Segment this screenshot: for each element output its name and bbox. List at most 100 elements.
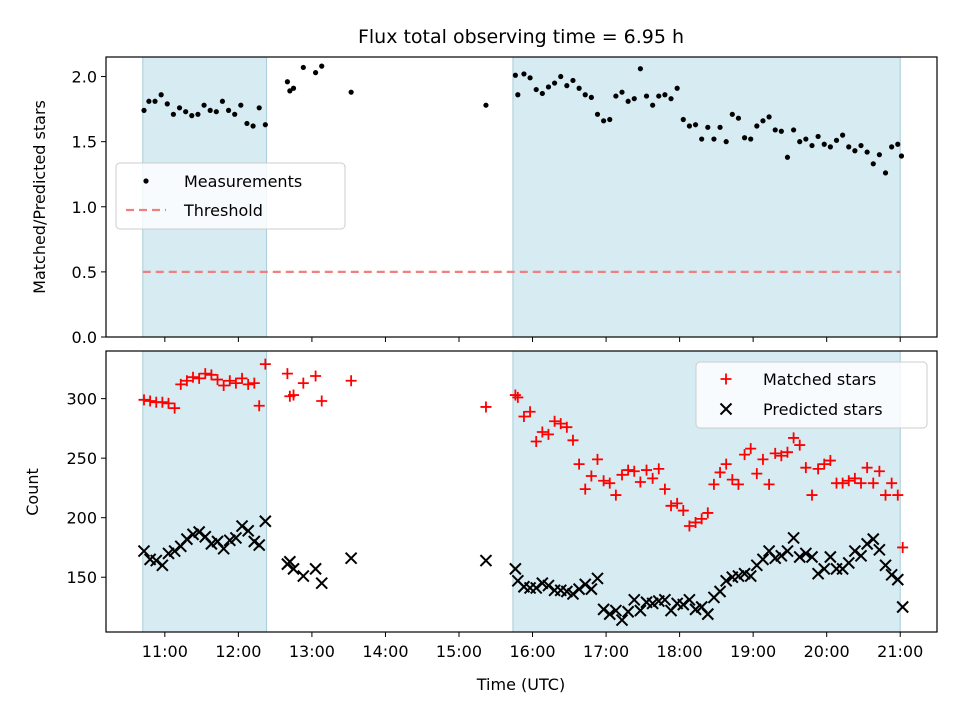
measurement-point <box>692 122 699 128</box>
matched-star-point <box>824 455 836 467</box>
measurement-point <box>588 94 594 100</box>
predicted-star-point <box>479 554 493 567</box>
predicted-star-point <box>713 585 727 598</box>
matched-star-point <box>585 470 597 482</box>
measurement-point <box>576 85 582 91</box>
matched-star-point <box>647 472 659 484</box>
predicted-star-point <box>867 532 880 546</box>
matched-star-point <box>212 374 224 386</box>
measurement-point <box>778 128 784 134</box>
measurement-point <box>213 109 219 115</box>
legend-measurements-marker <box>143 178 149 184</box>
measurement-point <box>821 141 827 147</box>
predicted-star-point <box>842 556 855 570</box>
matched-star-point <box>837 477 849 489</box>
measurement-point <box>176 105 183 111</box>
matched-star-point <box>598 475 610 487</box>
matched-star-point <box>524 406 536 418</box>
matched-star-point <box>316 395 328 407</box>
predicted-star-point <box>896 600 909 614</box>
matched-star-point <box>610 489 622 501</box>
measurement-point <box>766 114 772 120</box>
predicted-star-point <box>287 562 300 576</box>
measurement-point <box>262 122 268 128</box>
matched-star-point <box>310 370 322 382</box>
measurement-point <box>748 136 754 142</box>
matched-star-point <box>181 375 193 387</box>
matched-star-point <box>690 516 702 528</box>
matched-star-point <box>659 483 671 495</box>
matched-star-point <box>163 397 175 409</box>
matched-star-point <box>855 477 867 489</box>
measurement-point <box>201 102 207 108</box>
matched-star-point <box>604 477 616 489</box>
bottom-y-tick-label: 150 <box>66 568 97 587</box>
matched-star-point <box>886 477 898 489</box>
measurement-point <box>876 152 882 158</box>
predicted-star-point <box>805 550 819 564</box>
matched-star-point <box>144 395 156 407</box>
bottom-y-ticks: 150 200 250 300 <box>66 390 106 587</box>
measurement-point <box>483 102 489 108</box>
measurement-point <box>348 89 354 95</box>
predicted-star-point <box>315 576 328 590</box>
top-y-ticks: 0.0 0.5 1.0 1.5 2.0 <box>72 68 106 347</box>
measurement-point <box>207 107 213 113</box>
measurement-point <box>319 63 325 69</box>
measurement-point <box>815 133 821 140</box>
measurement-point <box>533 86 539 93</box>
matched-star-point <box>671 497 683 509</box>
matched-star-point <box>732 478 744 490</box>
matched-star-point <box>242 378 254 390</box>
predicted-star-point <box>591 572 604 585</box>
x-tick-label: 11:00 <box>142 642 188 661</box>
matched-star-point <box>622 464 634 476</box>
measurement-point <box>852 148 858 154</box>
matched-star-point <box>530 435 542 447</box>
predicted-star-point <box>283 555 297 568</box>
matched-star-point <box>573 458 585 470</box>
matched-star-point <box>236 372 248 384</box>
predicted-star-point <box>241 524 255 537</box>
predicted-star-point <box>799 547 813 560</box>
measurement-point <box>545 84 552 90</box>
top-axes-frame <box>105 56 938 338</box>
bottom-y-tick-label: 250 <box>66 449 97 468</box>
x-tick-label: 16:00 <box>509 642 555 661</box>
matched-star-point <box>175 378 187 390</box>
measurement-point <box>582 92 588 98</box>
predicted-star-point <box>309 562 322 576</box>
x-tick-label: 17:00 <box>583 642 629 661</box>
predicted-star-point <box>634 604 647 617</box>
matched-star-point <box>138 394 150 406</box>
measurement-point <box>674 85 680 91</box>
matched-star-point <box>708 478 720 490</box>
matched-star-point <box>665 500 677 512</box>
measurement-point <box>668 96 674 102</box>
matched-star-point <box>696 513 708 525</box>
predicted-star-point <box>137 544 151 558</box>
measurement-point <box>889 144 895 150</box>
measurement-point <box>287 88 293 94</box>
measurement-point <box>864 149 870 155</box>
measurement-point <box>656 93 662 99</box>
measurement-point <box>662 92 668 98</box>
matched-star-point <box>253 400 265 412</box>
predicted-star-point <box>824 550 837 564</box>
x-tick-label: 12:00 <box>215 642 261 661</box>
measurement-point <box>686 123 693 129</box>
x-tick-label: 18:00 <box>657 642 703 661</box>
matched-star-point <box>781 446 793 458</box>
x-tick-label: 13:00 <box>289 642 335 661</box>
bottom-legend-box <box>695 361 928 429</box>
measurement-point <box>225 107 232 113</box>
matched-star-point <box>561 421 573 433</box>
top-y-tick-label: 1.0 <box>72 198 97 217</box>
predicted-star-point <box>854 549 868 563</box>
measurement-point <box>619 89 625 95</box>
measurement-point <box>895 141 901 147</box>
measurement-point <box>515 92 521 98</box>
legend-predicted-marker <box>719 402 733 416</box>
matched-star-point <box>751 468 763 480</box>
